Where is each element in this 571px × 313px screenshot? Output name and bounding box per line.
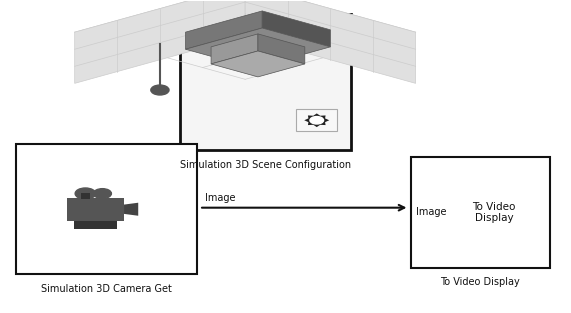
Polygon shape [211, 51, 305, 77]
Circle shape [94, 189, 111, 198]
Polygon shape [75, 0, 245, 83]
Circle shape [151, 85, 169, 95]
Polygon shape [245, 0, 416, 83]
Bar [74, 221, 117, 228]
Text: Image: Image [416, 207, 447, 217]
Circle shape [75, 188, 95, 199]
Bar [81, 193, 90, 199]
Polygon shape [186, 28, 331, 68]
Bar [180, 14, 351, 150]
Text: To Video
Display: To Video Display [472, 202, 516, 223]
Text: Simulation 3D Camera Get: Simulation 3D Camera Get [41, 284, 172, 294]
Polygon shape [124, 203, 138, 216]
Text: Image: Image [205, 193, 235, 203]
Bar [67, 198, 124, 221]
Bar [15, 144, 198, 275]
Bar [411, 156, 550, 268]
Text: To Video Display: To Video Display [440, 278, 520, 287]
Circle shape [310, 116, 324, 124]
Bar [296, 109, 337, 131]
Polygon shape [211, 34, 258, 64]
Polygon shape [262, 11, 331, 47]
Polygon shape [186, 11, 262, 49]
Polygon shape [258, 34, 305, 64]
Polygon shape [304, 113, 329, 127]
Text: Simulation 3D Scene Configuration: Simulation 3D Scene Configuration [180, 160, 351, 170]
